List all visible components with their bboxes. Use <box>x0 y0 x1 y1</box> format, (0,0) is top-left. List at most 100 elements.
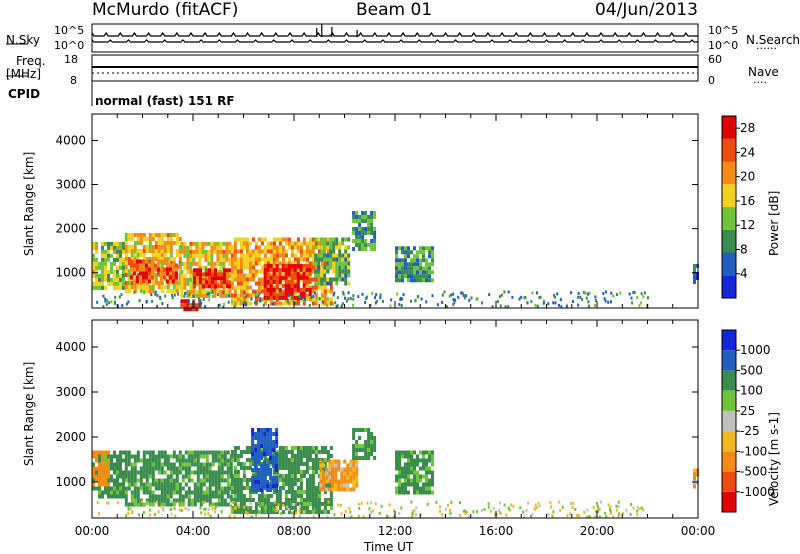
velocity-cell <box>305 510 309 514</box>
velocity-cell <box>124 470 128 475</box>
velocity-cell <box>233 502 237 506</box>
power-cell <box>299 241 303 246</box>
velocity-cell <box>367 432 371 436</box>
power-cell <box>347 237 351 242</box>
velocity-cell <box>101 466 104 471</box>
power-cell <box>242 297 246 302</box>
power-cell <box>199 280 202 285</box>
power-cell <box>160 257 164 261</box>
power-cell <box>141 275 145 280</box>
power-cell <box>157 281 161 285</box>
power-cell <box>269 261 273 266</box>
x-tick-label: 00:00 <box>681 524 716 538</box>
velocity-cell <box>340 479 344 484</box>
power-scatter-cell <box>498 295 501 299</box>
velocity-cell <box>343 475 347 480</box>
power-cell <box>263 249 267 254</box>
power-scatter-cell <box>208 298 211 302</box>
velocity-scatter-cell <box>214 506 217 510</box>
velocity-cell <box>269 452 273 456</box>
power-cell <box>127 281 131 285</box>
power-cell <box>130 285 134 289</box>
velocity-scatter-cell <box>333 513 336 517</box>
power-cell <box>305 297 309 302</box>
power-cell <box>338 257 342 262</box>
power-cell <box>251 273 255 278</box>
power-cell <box>263 283 267 288</box>
power-cell <box>189 285 193 290</box>
power-cell <box>355 239 359 243</box>
velocity-cell <box>302 506 306 510</box>
power-cell <box>281 257 285 262</box>
power-cell <box>139 249 143 253</box>
power-cell <box>180 299 184 304</box>
power-cell <box>361 247 365 251</box>
velocity-scatter-cell <box>483 508 486 512</box>
power-cell <box>338 269 342 274</box>
velocity-cell <box>242 486 246 490</box>
velocity-cell <box>308 498 312 502</box>
velocity-cell <box>355 456 359 460</box>
power-cell <box>275 261 279 266</box>
velocity-cell <box>92 470 95 475</box>
velocity-cell <box>293 462 297 466</box>
velocity-cell <box>136 490 140 495</box>
power-cell <box>136 249 140 253</box>
velocity-cell <box>317 498 321 502</box>
power-cell <box>183 307 187 312</box>
velocity-cell <box>236 510 240 514</box>
power-scatter-cell <box>102 305 105 309</box>
power-cell <box>233 301 237 306</box>
power-cell <box>352 219 356 223</box>
power-cell <box>311 285 315 290</box>
power-scatter-cell <box>173 293 176 297</box>
velocity-scatter-cell <box>472 510 475 514</box>
power-cell <box>223 272 226 277</box>
velocity-cell <box>95 450 98 455</box>
velocity-cell <box>323 498 327 502</box>
power-cell <box>266 241 270 246</box>
velocity-cell <box>281 474 285 478</box>
velocity-cell <box>142 450 146 455</box>
velocity-cell <box>311 474 315 478</box>
velocity-cell <box>113 486 116 491</box>
velocity-cell <box>104 466 107 471</box>
velocity-cell <box>163 462 167 467</box>
velocity-colorbar-tick-label: 1000 <box>740 343 771 357</box>
power-scatter-cell <box>379 293 382 297</box>
power-cell <box>133 245 137 249</box>
power-cell <box>263 301 267 306</box>
velocity-cell <box>187 454 191 459</box>
velocity-cell <box>269 502 273 506</box>
power-scatter-cell <box>199 300 202 303</box>
velocity-cell <box>328 459 332 464</box>
power-cell <box>275 289 279 294</box>
velocity-cell <box>217 454 221 459</box>
power-cell <box>266 271 270 276</box>
power-scatter-cell <box>643 291 646 295</box>
velocity-cell <box>104 478 107 483</box>
velocity-cell <box>217 502 221 507</box>
velocity-scatter-cell <box>618 512 621 516</box>
power-cell <box>136 241 140 245</box>
velocity-cell <box>361 428 365 432</box>
velocity-cell <box>208 450 212 455</box>
power-cell <box>425 258 428 263</box>
freq-tick-high: 18 <box>64 53 78 66</box>
power-cell <box>305 241 309 246</box>
nave-label: Nave <box>748 65 779 79</box>
power-cell <box>101 253 104 258</box>
velocity-cell <box>122 470 125 475</box>
power-cell <box>413 278 416 283</box>
velocity-cell <box>302 502 306 506</box>
power-cell <box>130 253 134 257</box>
power-cell <box>317 249 321 254</box>
velocity-cell <box>296 502 300 506</box>
velocity-cell <box>211 482 215 487</box>
power-cell <box>278 291 282 296</box>
power-cell <box>269 245 273 250</box>
velocity-scatter-cell <box>173 507 176 511</box>
velocity-cell <box>98 458 101 463</box>
power-scatter-cell <box>571 300 574 303</box>
power-cell <box>278 287 282 292</box>
